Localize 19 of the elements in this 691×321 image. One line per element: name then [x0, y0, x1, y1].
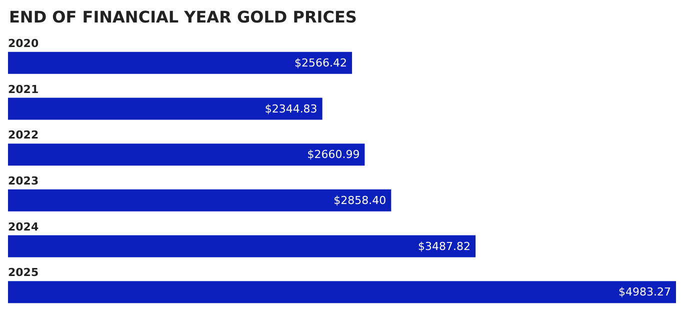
bar — [8, 52, 352, 74]
y-tick-label: 2021 — [8, 82, 39, 96]
y-tick-label: 2024 — [8, 220, 39, 234]
bar — [8, 144, 365, 166]
data-label: $2660.99 — [307, 148, 360, 162]
data-label: $2566.42 — [294, 56, 348, 70]
y-tick-label: 2023 — [8, 174, 39, 188]
bar — [8, 281, 676, 304]
data-label: $2858.40 — [334, 194, 386, 207]
data-label: $2344.83 — [264, 102, 318, 116]
chart-title: END OF FINANCIAL YEAR GOLD PRICES — [9, 8, 357, 26]
data-label: $4983.27 — [618, 286, 671, 299]
bar — [8, 235, 476, 258]
y-tick-label: 2025 — [8, 266, 39, 280]
y-tick-label: 2020 — [8, 36, 39, 50]
bar — [8, 98, 322, 120]
y-tick-label: 2022 — [8, 128, 39, 142]
bar — [8, 189, 392, 212]
data-label: $3487.82 — [418, 240, 471, 253]
